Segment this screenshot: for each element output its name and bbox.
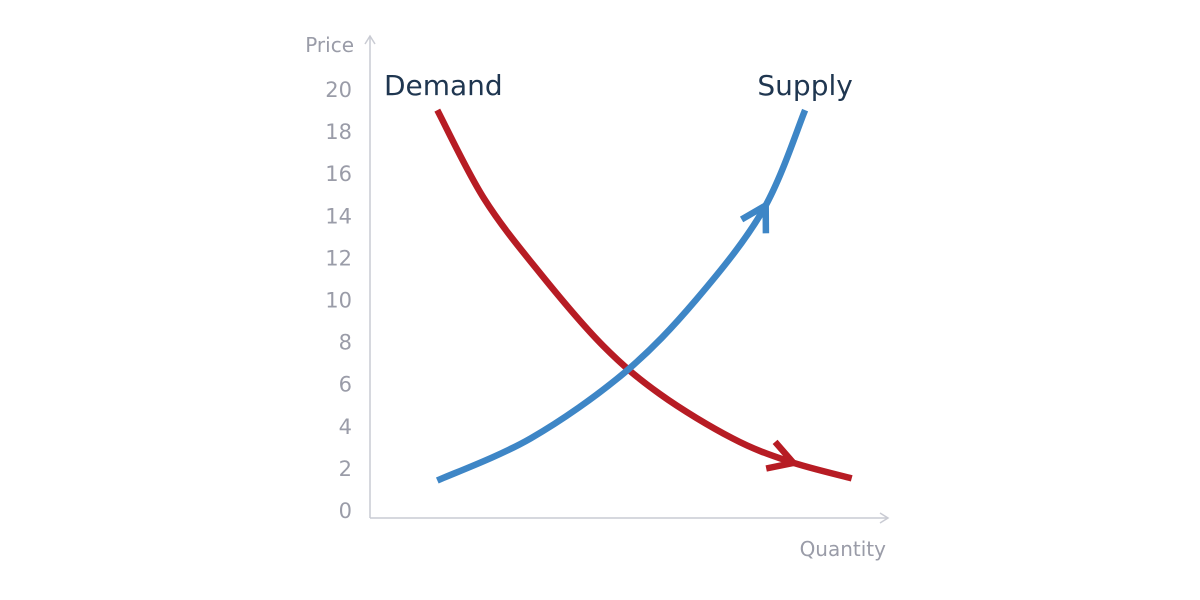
y-tick-label: 8 xyxy=(339,331,352,355)
demand-label: Demand xyxy=(384,69,503,102)
y-tick-labels: 0 2 4 6 8 10 12 14 16 18 20 xyxy=(325,78,352,523)
y-axis-arrow-icon xyxy=(364,34,376,45)
y-tick-label: 18 xyxy=(325,120,352,144)
y-tick-label: 6 xyxy=(339,373,352,397)
supply-label: Supply xyxy=(757,69,852,102)
demand-curve xyxy=(434,108,853,482)
y-tick-label: 2 xyxy=(339,457,352,481)
y-tick-label: 16 xyxy=(325,162,352,186)
curves xyxy=(434,108,853,484)
y-tick-label: 20 xyxy=(325,78,352,102)
x-axis-arrow-icon xyxy=(879,512,890,524)
y-tick-label: 12 xyxy=(325,246,352,270)
y-tick-label: 4 xyxy=(339,415,352,439)
y-axis-title: Price xyxy=(305,33,354,57)
axes xyxy=(364,34,890,524)
demand-arrow-icon xyxy=(765,439,800,472)
y-tick-label: 14 xyxy=(325,204,352,228)
y-tick-label: 10 xyxy=(325,289,352,313)
series-labels: Demand Supply xyxy=(384,69,853,102)
supply-curve xyxy=(435,108,809,484)
supply-arrow-icon xyxy=(739,199,770,234)
y-tick-label: 0 xyxy=(339,499,352,523)
x-axis-title: Quantity xyxy=(800,537,887,561)
